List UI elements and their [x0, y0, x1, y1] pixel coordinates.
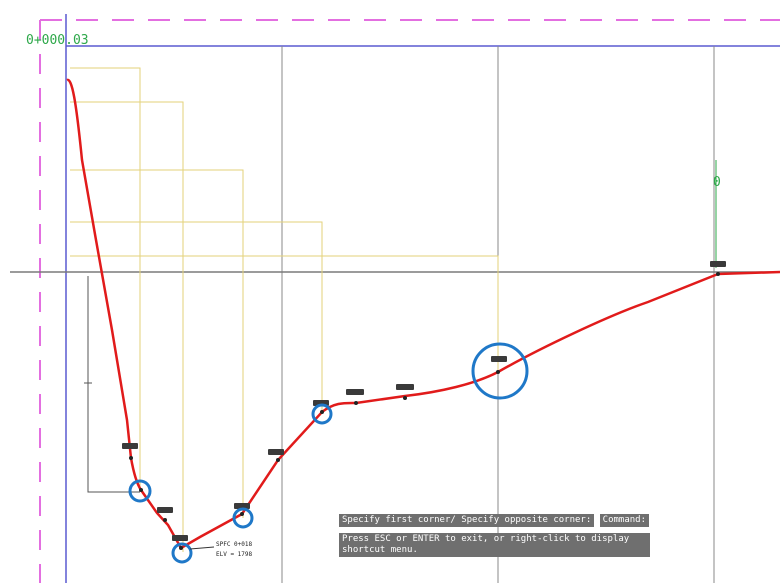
top-dimension-text: 0+000.03: [26, 33, 89, 48]
profile-curve[interactable]: [66, 78, 780, 550]
command-prompt-text: Specify first corner/ Specify opposite c…: [339, 514, 595, 527]
grip-markers[interactable]: [128, 342, 529, 564]
callout-text-line1: SPFC 0+018: [216, 541, 253, 548]
grip-circle: [171, 542, 193, 564]
command-label[interactable]: Command:: [599, 514, 650, 527]
vertex-markers: [129, 272, 720, 550]
vertex-tags: [122, 261, 726, 541]
grip-circle: [232, 507, 254, 529]
callout-leader: [189, 546, 215, 550]
selection-bracket: [87, 276, 140, 493]
right-dimension-text: 0: [713, 175, 721, 190]
command-hint-text: Press ESC or ENTER to exit, or right-cli…: [339, 533, 650, 557]
grip-circle: [311, 403, 333, 425]
grip-circle-highlight: [471, 342, 529, 400]
command-line-panel: Specify first corner/ Specify opposite c…: [339, 514, 659, 563]
guide-lines: [70, 67, 499, 552]
grip-circle: [128, 479, 152, 503]
callout-text-line2: ELV = 1798: [216, 551, 253, 558]
